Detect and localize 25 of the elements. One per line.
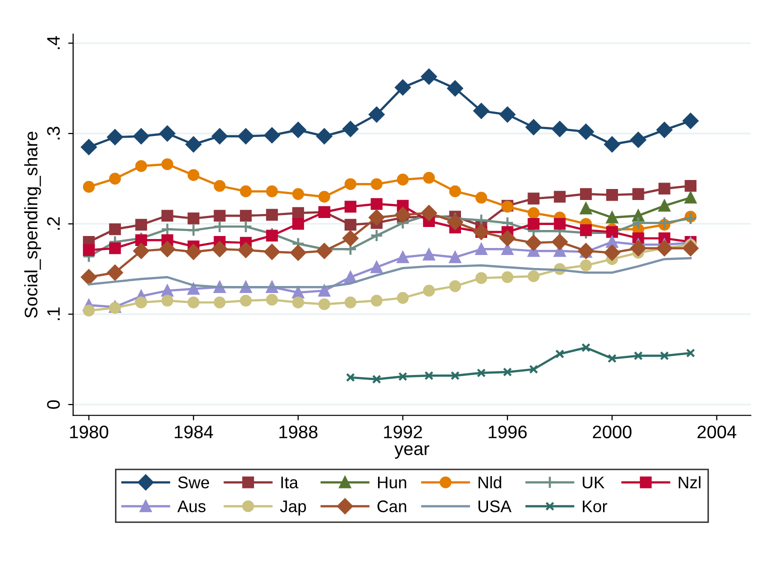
x-tick-label: 2000 — [592, 426, 632, 438]
y-tick-label: .3 — [47, 126, 60, 140]
legend-label: Hun — [378, 476, 406, 488]
x-tick-label: 1996 — [488, 426, 527, 438]
y-tick-label: .1 — [47, 308, 60, 320]
x-tick-label: 1984 — [174, 426, 214, 438]
y-tick-label: .4 — [47, 36, 60, 50]
y-tick-label: .2 — [47, 217, 60, 230]
legend-label: UK — [582, 476, 604, 488]
legend-label: USA — [478, 500, 512, 512]
y-axis-title: Social_spending_share — [24, 132, 42, 318]
legend-label: Aus — [177, 500, 206, 512]
legend-label: Nzl — [678, 476, 700, 488]
x-tick-label: 1992 — [384, 426, 422, 438]
y-tick-label: 0 — [47, 400, 60, 409]
legend-label: Jap — [280, 500, 306, 516]
x-tick-label: 2004 — [698, 426, 736, 438]
x-tick-label: 1980 — [70, 426, 108, 438]
legend-label: Nld — [478, 476, 502, 488]
legend-label: Kor — [582, 500, 608, 512]
legend-label: Can — [378, 500, 406, 512]
x-axis-title: year — [394, 445, 430, 459]
legend-label: Ita — [281, 476, 298, 488]
legend-label: Swe — [178, 476, 210, 488]
x-tick-label: 1988 — [279, 426, 318, 438]
